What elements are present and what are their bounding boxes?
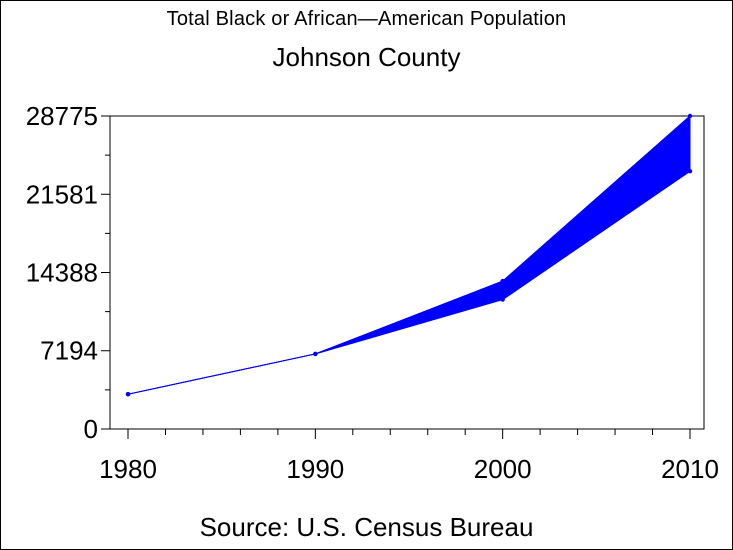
chart-footnote: Source: U.S. Census Bureau <box>199 512 534 542</box>
series-upper-point-3 <box>687 113 693 119</box>
x-tick-label-0: 1980 <box>99 454 157 484</box>
y-tick-label-3: 21581 <box>26 179 98 209</box>
y-tick-label-2: 14388 <box>26 257 98 287</box>
series-lower-point-3 <box>687 169 693 174</box>
x-tick-label-2: 2000 <box>474 454 532 484</box>
series-band <box>127 114 691 395</box>
chart-subtitle: Johnson County <box>272 42 461 72</box>
series-upper-point-2 <box>500 278 505 284</box>
x-tick-label-1: 1990 <box>286 454 344 484</box>
y-tick-label-1: 7194 <box>40 336 98 366</box>
series-group <box>125 113 693 397</box>
series-lower-line <box>127 170 691 395</box>
x-axis: 1980 1990 2000 2010 <box>99 429 719 484</box>
x-tick-label-3: 2010 <box>661 454 719 484</box>
chart-title: Total Black or African—American Populati… <box>166 8 567 30</box>
series-upper-line <box>127 115 691 395</box>
y-axis: 0 7194 14388 21581 28775 <box>26 101 110 444</box>
plot-area-border <box>109 115 705 430</box>
series-lower-point-0 <box>125 391 131 397</box>
y-tick-label-0: 0 <box>84 414 98 444</box>
series-lower-point-2 <box>500 297 505 302</box>
series-lower-point-1 <box>313 351 318 357</box>
y-tick-label-4: 28775 <box>26 101 98 131</box>
